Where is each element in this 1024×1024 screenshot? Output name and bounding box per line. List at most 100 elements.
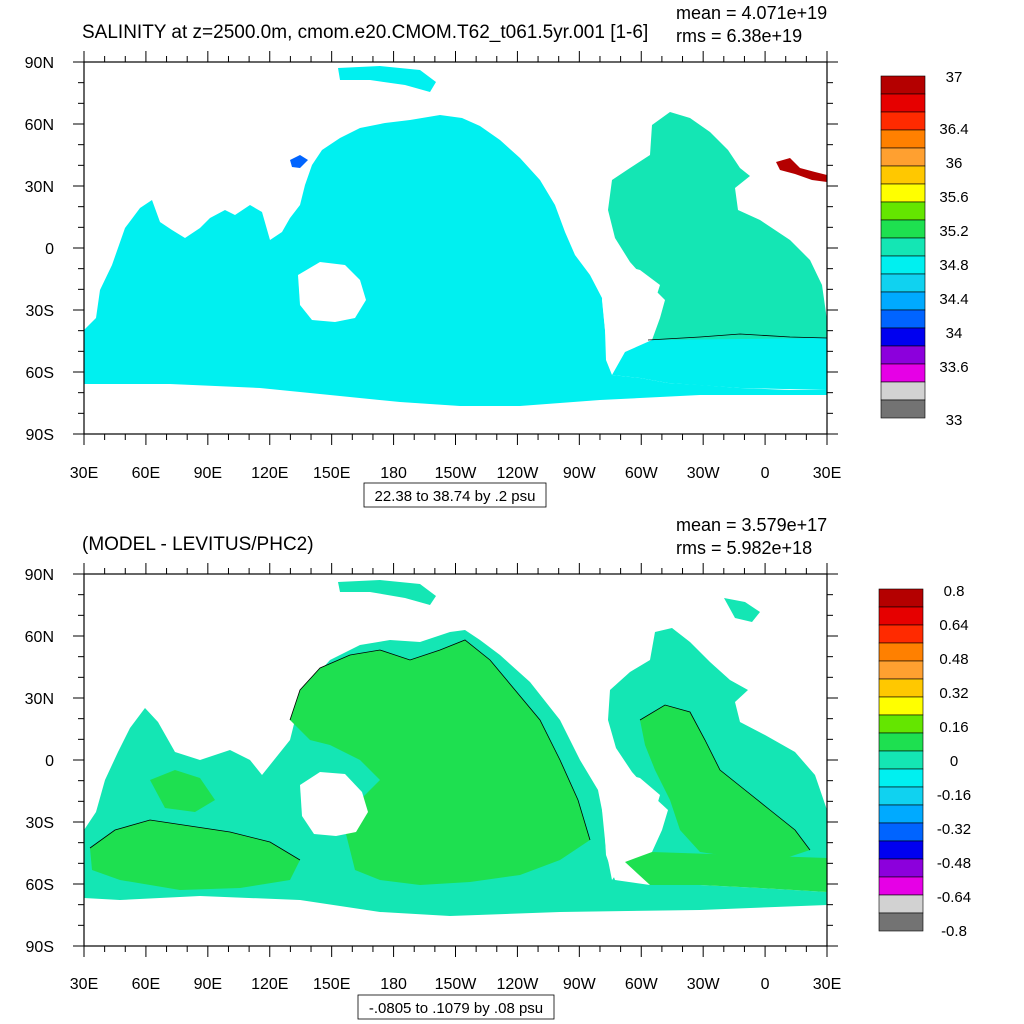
colorbar-swatch [878,660,924,680]
panel2-map [84,580,827,916]
colorbar-swatch [880,201,926,221]
colorbar-swatch [878,750,924,770]
x-tick-label: 120E [251,976,288,993]
south-america-land [602,770,660,880]
colorbar-label: 33.6 [939,359,968,376]
x-tick-label: 180 [380,976,407,993]
panel1-x-ticks [83,51,828,445]
panel2-x-ticks [83,563,828,957]
colorbar-label: 36 [946,155,963,172]
x-tick-label: 120W [497,976,540,993]
colorbar-label: -0.8 [941,923,967,940]
colorbar-label: 35.6 [939,189,968,206]
colorbar-label: 35.2 [939,223,968,240]
x-tick-label: 0 [761,465,770,482]
indian-positive-field [90,820,300,890]
colorbar-label: -0.64 [937,889,971,906]
colorbar-swatch [878,822,924,842]
x-tick-label: 150E [313,465,350,482]
colorbar-swatch [878,696,924,716]
panel2-x-tick-labels: 30E 60E 90E 120E 150E 180 150W 120W 90W … [70,976,841,993]
colorbar-swatch [880,381,926,401]
panel2-range-label: -.0805 to .1079 by .08 psu [369,1000,543,1017]
x-tick-label: 90W [563,465,597,482]
atlantic-difference-field [608,628,827,862]
colorbar-swatch [880,219,926,239]
x-tick-label: 180 [380,465,407,482]
colorbar-label: 0.8 [944,583,965,600]
x-tick-label: 60W [625,976,659,993]
colorbar-swatch [878,858,924,878]
y-tick-label: 90S [26,427,54,444]
panel1-range-label: 22.38 to 38.74 by .2 psu [375,488,536,505]
panel1-colorbar-labels: 37 36.4 36 35.6 35.2 34.8 34.4 34 33.6 3… [939,69,968,429]
x-tick-label: 90E [194,976,222,993]
salinity-panel: SALINITY at z=2500.0m, cmom.e20.CMOM.T62… [25,3,969,508]
x-tick-label: 150W [435,976,478,993]
colorbar-swatch [878,876,924,896]
x-tick-label: 30E [70,465,98,482]
panel1-colorbar [880,75,926,419]
colorbar-swatch [878,606,924,626]
panel1-map [84,66,828,406]
x-tick-label: 30E [813,465,841,482]
colorbar-label: 37 [946,69,963,86]
arctic-patch [338,66,436,92]
panel1-y-tick-labels: 90N 60N 30N 0 30S 60S 90S [25,55,54,444]
x-tick-label: 0 [761,976,770,993]
y-tick-label: 0 [45,753,54,770]
colorbar-swatch [878,912,924,932]
colorbar-label: -0.32 [937,821,971,838]
colorbar-label: 0.64 [939,617,968,634]
colorbar-swatch [878,768,924,788]
colorbar-swatch [880,399,926,419]
panel1-contour-line [647,333,828,341]
colorbar-label: -0.48 [937,855,971,872]
panel1-rms: rms = 6.38e+19 [676,26,802,46]
panel2-colorbar [878,588,924,932]
colorbar-swatch [880,129,926,149]
colorbar-swatch [880,327,926,347]
colorbar-swatch [880,273,926,293]
colorbar-swatch [878,714,924,734]
panel2-range-box: -.0805 to .1079 by .08 psu [357,994,555,1020]
x-tick-label: 90E [194,465,222,482]
panel2-title: (MODEL - LEVITUS/PHC2) [82,534,314,555]
mediterranean-high-salinity [776,158,827,182]
atlantic-ocean-field [608,112,827,340]
y-tick-label: 60S [26,877,54,894]
australia-land [300,772,368,836]
colorbar-label: 34.8 [939,257,968,274]
y-tick-label: 90N [25,55,54,72]
difference-panel: (MODEL - LEVITUS/PHC2) mean = 3.579e+17 … [25,515,971,1020]
panel2-colorbar-labels: 0.8 0.64 0.48 0.32 0.16 0 -0.16 -0.32 -0… [937,583,971,940]
x-tick-label: 30E [70,976,98,993]
south-america-land [602,262,660,372]
colorbar-swatch [880,147,926,167]
x-tick-label: 120W [497,465,540,482]
panel1-mean: mean = 4.071e+19 [676,3,827,23]
colorbar-swatch [878,642,924,662]
x-tick-label: 30W [687,976,721,993]
colorbar-swatch [880,165,926,185]
colorbar-swatch [880,111,926,131]
colorbar-swatch [878,840,924,860]
y-tick-label: 60S [26,365,54,382]
y-tick-label: 90S [26,939,54,956]
x-tick-label: 60E [132,465,160,482]
arctic-patch [338,580,436,605]
x-tick-label: 150W [435,465,478,482]
colorbar-swatch [878,804,924,824]
colorbar-swatch [880,309,926,329]
y-tick-label: 30N [25,691,54,708]
colorbar-swatch [880,345,926,365]
southern-atlantic-band [612,338,827,390]
colorbar-swatch [880,75,926,95]
pacific-indian-ocean-field [84,115,827,406]
north-atlantic-patch [724,598,760,622]
x-tick-label: 150E [313,976,350,993]
colorbar-swatch [878,678,924,698]
panel2-y-ticks [73,573,838,947]
colorbar-swatch [880,363,926,383]
